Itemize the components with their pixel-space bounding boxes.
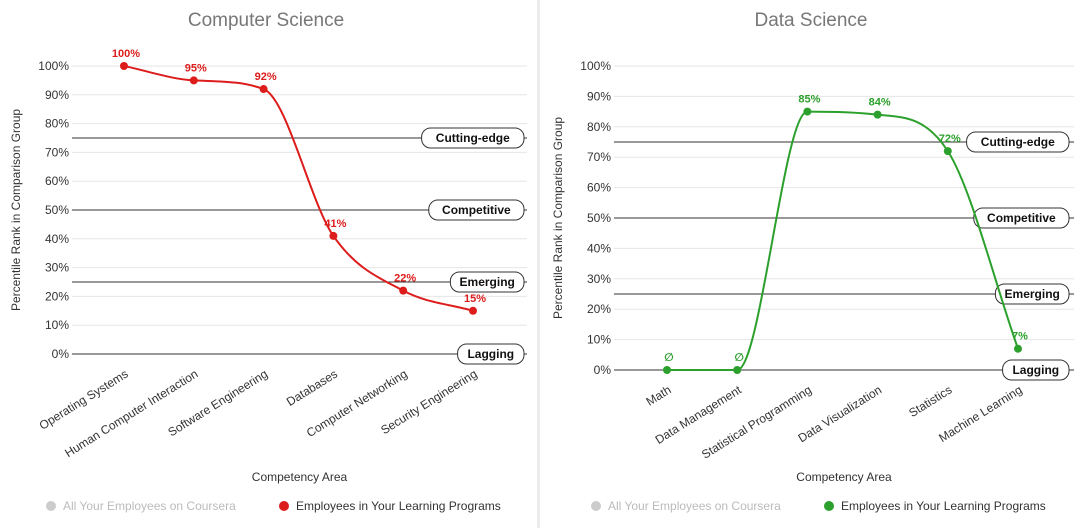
cs-data-label-software-engineering: 92% [255,71,277,83]
ds-data-point-math[interactable] [663,366,671,374]
cs-band-box-competitive [428,199,525,221]
ds-ytick-label: 50% [587,211,611,225]
data-science-chart: Data Science 0% 10% 20% 30% 40% 50% 60% 70% 80% 90… [551,10,1074,513]
cs-ytick-label: 50% [45,203,69,217]
ds-ytick-label: 30% [587,272,611,286]
ds-ytick-label: 10% [587,333,611,347]
cs-band-box-emerging [449,271,525,293]
cs-ytick-label: 20% [45,289,69,303]
cs-x-axis-title: Competency Area [252,470,348,484]
ds-legend-marker-1[interactable] [824,501,834,511]
cs-data-label-human-computer-interaction: 95% [185,62,207,74]
cs-band-label-lagging: Lagging [467,347,514,361]
ds-ytick-label: 90% [587,89,611,103]
cs-ytick-label: 60% [45,174,69,188]
ds-data-label-statistics: 72% [939,133,961,145]
cs-y-axis-title: Percentile Rank in Comparison Group [9,109,23,311]
ds-data-point-data-visualization[interactable] [873,110,882,119]
ds-data-point-statistical-programming[interactable] [803,107,812,116]
ds-band-label-emerging: Emerging [1005,287,1060,301]
ds-ytick-label: 40% [587,241,611,255]
cs-xtick-databases: Databases [284,367,340,409]
cs-ytick-label: 10% [45,318,69,332]
ds-y-axis-title: Percentile Rank in Comparison Group [551,117,565,319]
ds-ytick-label: 20% [587,302,611,316]
cs-ytick-label: 100% [38,59,69,73]
cs-ytick-label: 30% [45,261,69,275]
cs-legend-item-all-your-employees-on-coursera[interactable]: All Your Employees on Coursera [63,499,236,513]
cs-data-point-databases[interactable] [329,231,338,240]
ds-xtick-statistics: Statistics [906,383,954,420]
cs-band-label-competitive: Competitive [442,203,511,217]
computer-science-chart: Computer Science 0% 10% 20% 30% 40% 50% 60% 70% 8… [9,10,527,513]
ds-legend-marker-0[interactable] [591,501,601,511]
ds-data-point-data-management[interactable] [733,366,742,374]
ds-chart-title: Data Science [754,10,867,31]
ds-band-box-competitive [973,207,1070,229]
ds-data-label-statistical-programming: 85% [798,94,820,106]
ds-data-label-math: ∅ [664,352,673,364]
ds-data-label-data-management: ∅ [734,352,743,364]
ds-band-box-cutting-edge [966,131,1070,153]
cs-band-box-lagging [457,343,525,365]
ds-data-point-statistics[interactable] [943,147,952,156]
ds-series-line [666,110,1019,372]
ds-xtick-math: Math [644,383,674,409]
cs-chart-title: Computer Science [188,10,344,31]
cs-legend-marker-1[interactable] [279,501,289,511]
cs-data-label-databases: 41% [324,218,346,230]
ds-legend-item-all-your-employees-on-coursera[interactable]: All Your Employees on Coursera [608,499,781,513]
panel-divider [537,0,540,528]
ds-ytick-label: 100% [580,59,611,73]
cs-ytick-label: 90% [45,88,69,102]
cs-data-label-security-engineering: 15% [464,293,486,305]
cs-legend-item-employees-in-your-learning-programs[interactable]: Employees in Your Learning Programs [296,499,501,513]
ds-ytick-label: 80% [587,120,611,134]
cs-ytick-label: 40% [45,232,69,246]
cs-legend-marker-0[interactable] [46,501,56,511]
ds-data-point-machine-learning[interactable] [1014,344,1022,353]
cs-data-point-security-engineering[interactable] [469,306,477,315]
cs-ytick-label: 0% [52,347,70,361]
ds-data-label-data-visualization: 84% [869,97,891,109]
cs-band-box-cutting-edge [421,127,525,149]
ds-ytick-label: 0% [594,363,612,377]
ds-legend-item-employees-in-your-learning-programs[interactable]: Employees in Your Learning Programs [841,499,1046,513]
cs-data-label-computer-networking: 22% [394,273,416,285]
cs-ytick-label: 70% [45,145,69,159]
cs-data-point-software-engineering[interactable] [259,85,268,94]
cs-data-point-human-computer-interaction[interactable] [189,76,198,85]
ds-band-label-lagging: Lagging [1012,363,1059,377]
ds-band-label-cutting-edge: Cutting-edge [981,135,1055,149]
cs-ytick-label: 80% [45,117,69,131]
ds-x-axis-title: Competency Area [796,470,892,484]
ds-band-label-competitive: Competitive [987,211,1056,225]
cs-band-label-emerging: Emerging [460,275,515,289]
cs-band-label-cutting-edge: Cutting-edge [436,131,510,145]
ds-data-label-machine-learning: 7% [1012,331,1028,343]
ds-band-box-lagging [1002,359,1070,381]
cs-data-point-operating-systems[interactable] [120,62,128,70]
ds-ytick-label: 60% [587,181,611,195]
cs-xtick-human-computer-interaction: Human Computer Interaction [62,367,200,461]
cs-series-line [123,65,474,312]
ds-band-box-emerging [994,283,1070,305]
cs-data-point-computer-networking[interactable] [399,286,408,295]
ds-ytick-label: 70% [587,150,611,164]
cs-data-label-operating-systems: 100% [112,48,140,60]
